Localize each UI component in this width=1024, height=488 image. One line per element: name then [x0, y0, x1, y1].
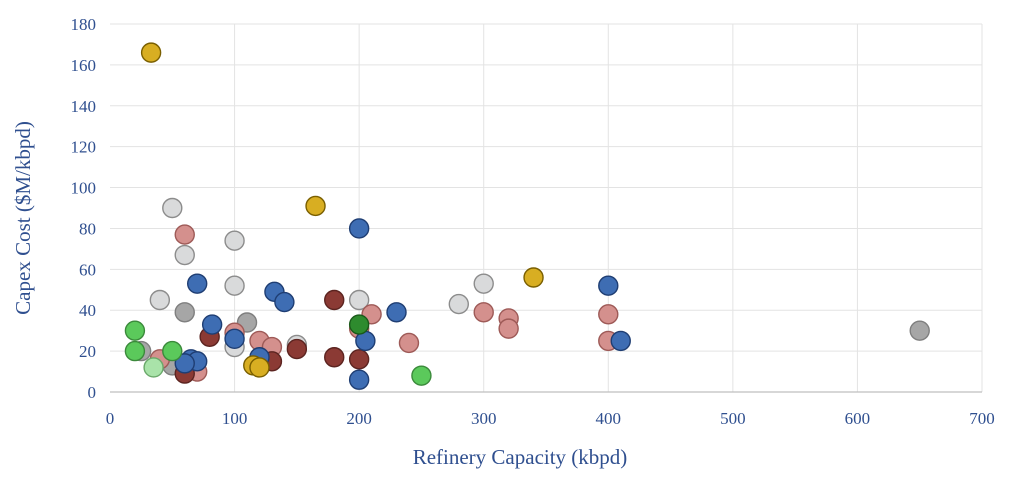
data-point — [224, 328, 245, 350]
data-point — [598, 275, 619, 296]
x-tick-label: 200 — [346, 409, 372, 428]
y-axis-title: Capex Cost ($M/kbpd) — [11, 121, 35, 315]
data-point — [398, 332, 420, 354]
y-tick-label: 160 — [71, 56, 97, 75]
data-point — [174, 224, 195, 245]
data-point — [348, 369, 370, 390]
data-point — [286, 338, 308, 360]
data-point — [386, 302, 407, 323]
data-point — [348, 218, 370, 239]
data-point — [162, 197, 183, 219]
data-point — [473, 273, 494, 294]
data-point — [448, 293, 469, 315]
y-tick-label: 80 — [79, 219, 96, 238]
data-point — [411, 365, 432, 386]
data-point — [174, 353, 195, 374]
data-point — [348, 289, 370, 311]
data-point — [174, 244, 195, 266]
data-point — [348, 314, 370, 335]
x-tick-labels: 0 100 200 300 400 500 600 700 — [106, 409, 995, 428]
x-tick-label: 600 — [845, 409, 871, 428]
data-point — [140, 42, 162, 63]
y-tick-label: 180 — [71, 15, 97, 34]
data-point — [249, 357, 270, 378]
data-point — [498, 318, 519, 339]
data-point — [305, 195, 326, 217]
data-point — [201, 314, 223, 335]
data-point — [174, 302, 195, 323]
data-point — [909, 320, 930, 341]
data-point — [324, 347, 345, 368]
data-point — [186, 273, 208, 294]
data-point — [162, 340, 183, 362]
x-axis-title: Refinery Capacity (kbpd) — [413, 445, 628, 469]
y-tick-label: 60 — [79, 260, 96, 279]
y-tick-labels: 0 20 40 60 80 100 120 140 160 180 — [71, 15, 97, 402]
x-tick-label: 100 — [222, 409, 248, 428]
y-tick-label: 40 — [79, 301, 96, 320]
data-point — [348, 349, 370, 370]
data-point — [473, 302, 494, 323]
data-point — [124, 320, 146, 341]
data-point — [274, 291, 295, 313]
data-point — [324, 289, 345, 311]
data-point — [610, 330, 631, 352]
x-tick-label: 500 — [720, 409, 746, 428]
data-point — [124, 340, 146, 362]
x-tick-label: 400 — [596, 409, 622, 428]
data-point — [149, 289, 171, 311]
data-point — [143, 357, 164, 378]
y-tick-label: 0 — [88, 383, 97, 402]
grid-lines — [110, 23, 983, 392]
y-tick-label: 120 — [71, 138, 97, 157]
data-points — [124, 42, 930, 390]
x-tick-label: 0 — [106, 409, 115, 428]
y-tick-label: 100 — [71, 179, 97, 198]
data-point — [523, 267, 544, 288]
y-tick-label: 20 — [79, 342, 96, 361]
data-point — [224, 230, 245, 251]
data-point — [224, 275, 245, 296]
data-point — [598, 304, 619, 325]
x-tick-label: 700 — [969, 409, 995, 428]
x-tick-label: 300 — [471, 409, 497, 428]
y-tick-label: 140 — [71, 97, 97, 116]
